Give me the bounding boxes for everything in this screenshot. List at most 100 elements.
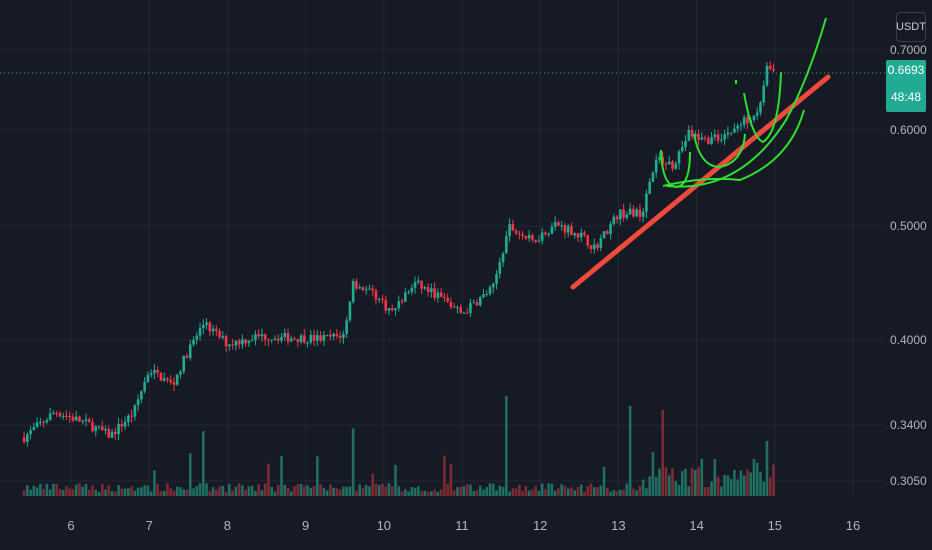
candle-body xyxy=(221,336,225,338)
volume-bar xyxy=(602,466,606,496)
candle-body xyxy=(723,134,726,140)
volume-bar xyxy=(524,486,528,496)
candle-body xyxy=(384,299,388,311)
volume-bar xyxy=(677,484,681,496)
candle-body xyxy=(400,301,404,303)
candle-body xyxy=(127,415,130,422)
volume-bar xyxy=(87,489,91,496)
volume-bar xyxy=(260,490,264,496)
candle-body xyxy=(645,193,648,212)
price-tick-label: 0.3050 xyxy=(890,474,927,488)
candle-body xyxy=(234,340,238,346)
cup-curve-2[interactable] xyxy=(693,133,746,169)
candle-body xyxy=(736,125,739,129)
candle-body xyxy=(130,415,133,417)
candle-body xyxy=(469,303,472,313)
candle-body xyxy=(371,288,375,291)
volume-bar xyxy=(456,487,459,496)
volume-bar xyxy=(433,489,436,496)
volume-bar xyxy=(247,486,251,496)
candle-body xyxy=(550,226,554,234)
volume-bar xyxy=(726,475,730,496)
volume-bar xyxy=(397,486,401,496)
volume-bar xyxy=(632,488,635,496)
time-tick-label: 13 xyxy=(611,518,625,533)
candle-body xyxy=(74,416,78,421)
candle-body xyxy=(625,214,629,218)
candle-body xyxy=(443,296,446,298)
time-axis[interactable]: 6 7 8 9 10 11 12 13 14 15 16 xyxy=(67,518,860,533)
volume-bar xyxy=(250,485,254,496)
volume-bar xyxy=(146,485,150,496)
price-tick-label: 0.5000 xyxy=(890,219,927,233)
volume-bar xyxy=(596,487,599,496)
volume-bar xyxy=(586,485,590,496)
candle-body xyxy=(283,333,287,338)
candle-body xyxy=(759,102,762,113)
cup-curve-3[interactable] xyxy=(743,71,782,144)
candle-body xyxy=(531,235,534,240)
volume-bar xyxy=(162,490,166,496)
volume-bar xyxy=(488,483,492,496)
volume-bar xyxy=(195,486,199,496)
volume-bar xyxy=(707,487,710,496)
candle-body xyxy=(612,216,616,224)
candle-body xyxy=(664,163,668,165)
candle-body xyxy=(140,391,143,400)
volume-bar xyxy=(557,488,560,496)
time-tick-label: 7 xyxy=(146,518,153,533)
candle-body xyxy=(697,133,700,140)
volume-bar xyxy=(697,467,700,496)
big-cup-curve[interactable] xyxy=(666,17,827,188)
candle-body xyxy=(228,344,231,347)
candle-body xyxy=(241,339,244,345)
volume-bar xyxy=(296,484,300,496)
candle-body xyxy=(426,286,430,293)
candle-body xyxy=(390,308,394,311)
candle-body xyxy=(713,134,717,138)
volume-bar xyxy=(752,458,756,496)
trendline[interactable] xyxy=(570,74,831,290)
candle-body xyxy=(254,334,257,341)
volume-bar xyxy=(342,486,345,496)
candle-body xyxy=(29,430,32,435)
volume-bar xyxy=(755,462,759,496)
base-curve[interactable] xyxy=(662,109,805,187)
volume-bar xyxy=(299,483,303,496)
volume-bar xyxy=(257,484,260,496)
candle-body xyxy=(322,335,326,341)
volume-bar xyxy=(29,489,32,496)
volume-bar xyxy=(589,483,593,496)
volume-bar xyxy=(182,489,186,496)
quote-currency-label[interactable]: USDT xyxy=(896,12,926,42)
candle-body xyxy=(423,286,427,289)
volume-bar xyxy=(606,487,609,496)
volume-bar xyxy=(384,486,388,496)
volume-bar xyxy=(231,490,234,496)
volume-bar xyxy=(736,479,739,496)
candle-body xyxy=(619,209,622,220)
candle-body xyxy=(133,405,137,417)
candle-body xyxy=(684,141,687,148)
volume-bar xyxy=(153,470,156,496)
candle-body xyxy=(162,378,166,381)
volume-bar xyxy=(215,489,218,496)
volume-bar xyxy=(765,440,769,496)
candle-body xyxy=(707,138,710,144)
volume-bar xyxy=(52,483,55,496)
candle-body xyxy=(100,426,104,431)
candle-body xyxy=(263,334,267,340)
volume-bar xyxy=(136,487,140,496)
candle-body xyxy=(91,422,94,432)
candle-body xyxy=(355,281,358,289)
volume-bar xyxy=(459,487,462,496)
volume-bar xyxy=(482,489,485,496)
candle-body xyxy=(267,339,270,341)
candle-body xyxy=(651,172,655,182)
candle-body xyxy=(179,371,182,375)
volume-bar xyxy=(579,484,583,496)
volume-bar xyxy=(316,456,319,496)
price-axis[interactable]: 0.7000 0.6000 0.5000 0.4000 0.3400 0.3050 xyxy=(890,43,927,488)
